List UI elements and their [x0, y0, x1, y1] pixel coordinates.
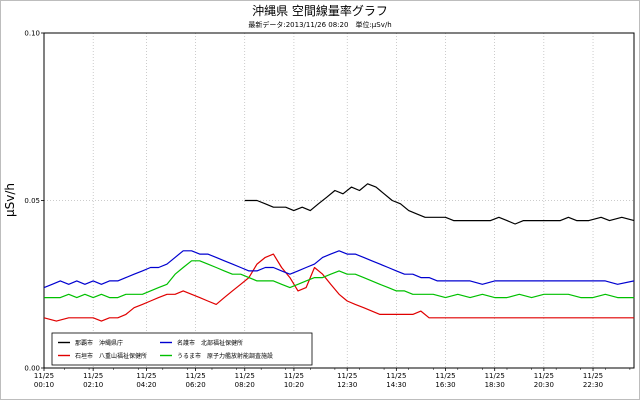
x-tick-date: 11/25: [34, 372, 54, 380]
legend-label: 石垣市 八重山福祉保健所: [75, 352, 147, 360]
x-tick-time: 10:20: [284, 381, 304, 389]
x-tick-time: 14:30: [386, 381, 406, 389]
legend-label: 名護市 北部福祉保健所: [177, 339, 243, 347]
y-tick-label: 0.05: [24, 197, 40, 205]
series-line-3: [44, 260, 635, 299]
x-tick-time: 20:30: [534, 381, 554, 389]
y-tick-label: 0.10: [24, 30, 40, 38]
legend-label: 那覇市 沖縄県庁: [75, 339, 123, 347]
x-tick-time: 04:20: [136, 381, 156, 389]
x-tick-date: 11/25: [186, 372, 206, 380]
x-tick-date: 11/25: [534, 372, 554, 380]
x-axis-ticks: 11/2500:1011/2502:1011/2504:2011/2506:20…: [34, 368, 631, 389]
series-line-0: [244, 183, 635, 225]
x-tick-date: 11/25: [235, 372, 255, 380]
x-tick-date: 11/25: [284, 372, 304, 380]
legend-label: うるま市 原子力艦放射能調査施設: [177, 352, 273, 360]
y-axis-label: μSv/h: [3, 183, 17, 217]
x-tick-date: 11/25: [583, 372, 603, 380]
legend-box: [51, 332, 313, 366]
x-tick-time: 08:20: [235, 381, 255, 389]
series-line-2: [43, 250, 635, 289]
x-tick-time: 02:10: [83, 381, 103, 389]
chart-title: 沖縄県 空間線量率グラフ: [252, 3, 388, 18]
series-lines: [43, 183, 635, 322]
x-tick-date: 11/25: [435, 372, 455, 380]
x-tick-date: 11/25: [83, 372, 103, 380]
series-line-1: [43, 253, 635, 322]
x-tick-time: 06:20: [186, 381, 206, 389]
x-tick-date: 11/25: [136, 372, 156, 380]
x-tick-time: 16:30: [435, 381, 455, 389]
grid-lines: [44, 33, 634, 368]
x-tick-date: 11/25: [485, 372, 505, 380]
y-tick-label: 0.00: [24, 365, 40, 373]
x-tick-time: 12:30: [337, 381, 357, 389]
y-axis-ticks: 0.00 0.05 0.10: [24, 30, 44, 373]
x-tick-time: 00:10: [34, 381, 54, 389]
chart-subtitle: 最新データ:2013/11/26 08:20 単位:μSv/h: [248, 20, 391, 29]
x-tick-date: 11/25: [386, 372, 406, 380]
x-tick-date: 11/25: [337, 372, 357, 380]
x-tick-time: 18:30: [485, 381, 505, 389]
x-tick-time: 22:30: [583, 381, 603, 389]
